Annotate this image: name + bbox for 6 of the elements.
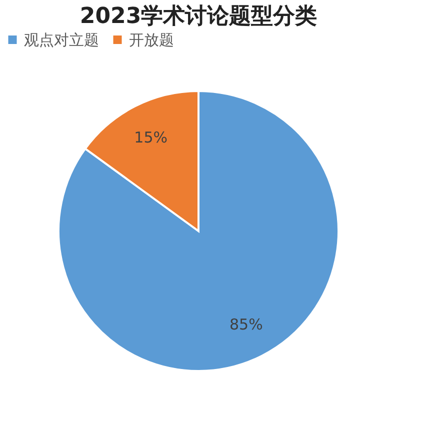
legend-label: 开放题 (129, 30, 174, 49)
data-label: 15% (134, 128, 168, 146)
chart-title: 2023学术讨论题型分类 (80, 4, 318, 29)
pie-slice (58, 90, 340, 372)
legend-label: 观点对立题 (24, 30, 99, 49)
data-label: 85% (229, 316, 263, 334)
